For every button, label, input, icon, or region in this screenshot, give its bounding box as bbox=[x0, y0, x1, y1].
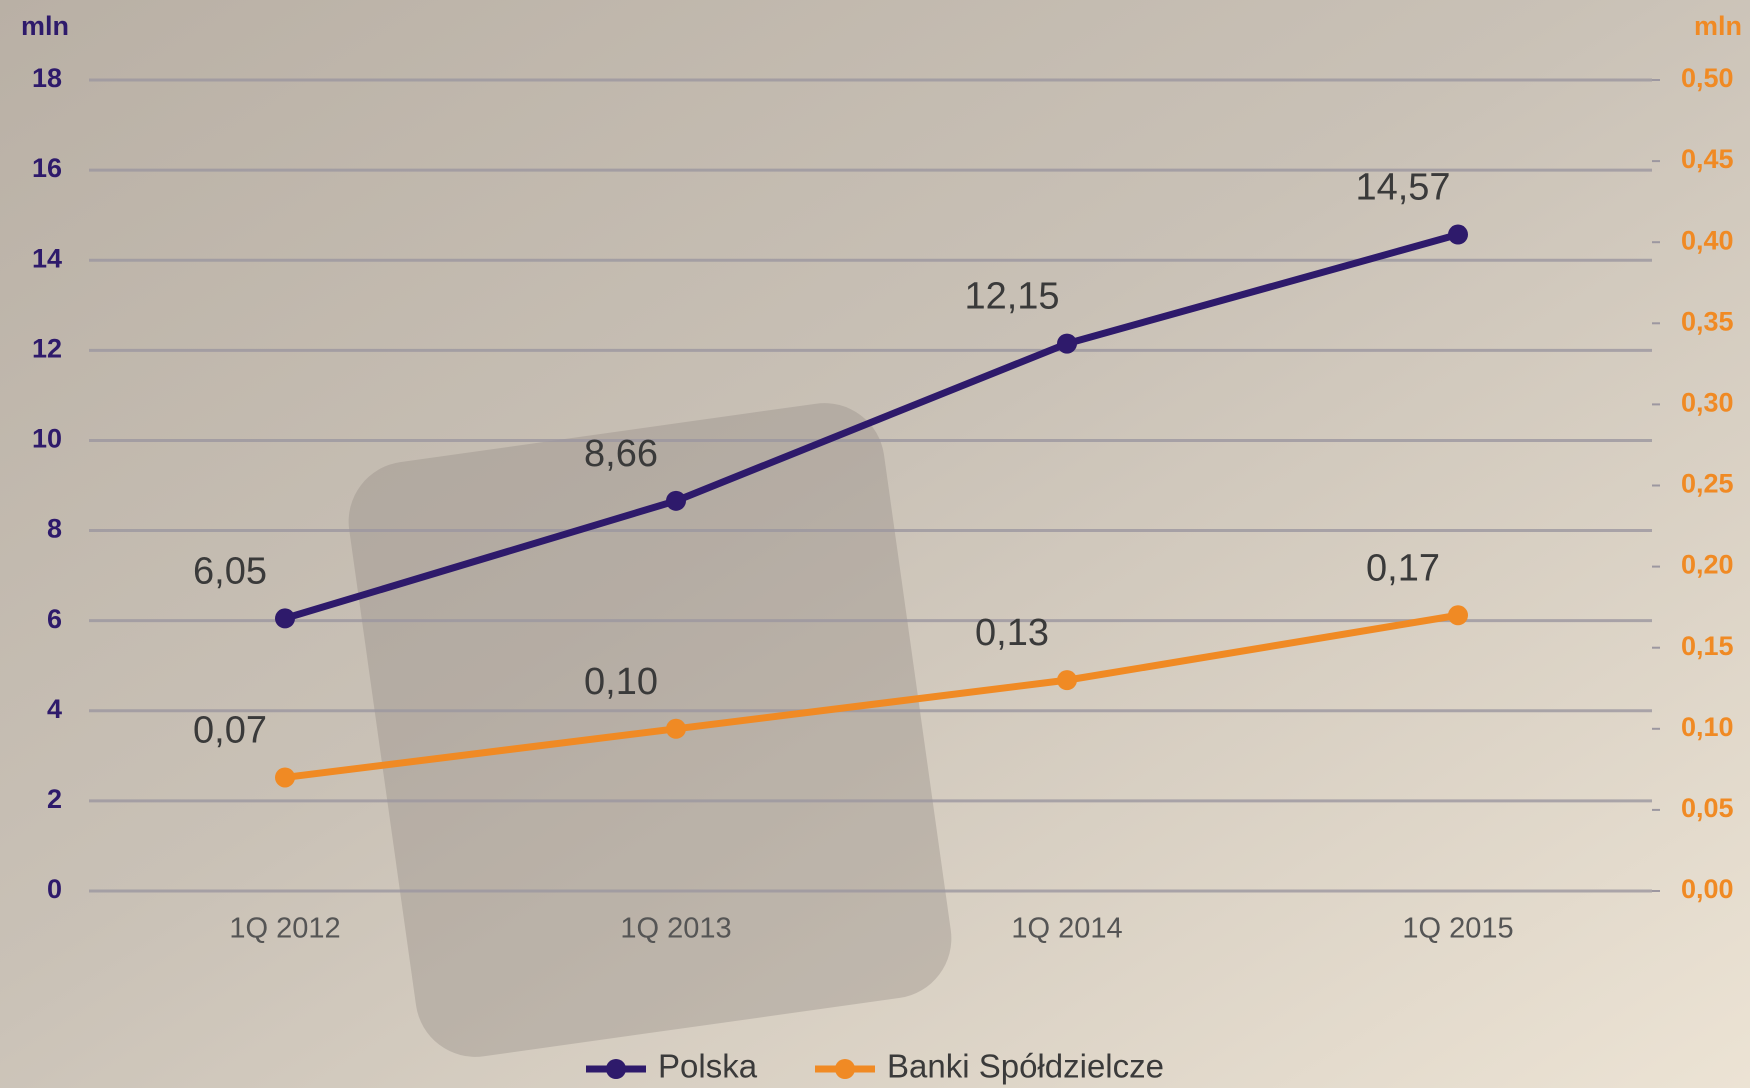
data-label: 0,10 bbox=[584, 661, 658, 703]
x-tick-label: 1Q 2014 bbox=[1011, 913, 1122, 945]
y2-tick-label: 0,50 bbox=[1681, 63, 1734, 93]
data-point bbox=[275, 608, 295, 629]
y2-tick-label: 0,10 bbox=[1681, 712, 1734, 742]
y-tick-label: 12 bbox=[32, 333, 62, 363]
y-tick-label: 0 bbox=[47, 874, 62, 904]
x-tick-label: 1Q 2013 bbox=[620, 913, 731, 945]
y-tick-label: 8 bbox=[47, 514, 62, 544]
y2-tick-label: 0,45 bbox=[1681, 144, 1734, 174]
legend-swatch-dot bbox=[835, 1059, 855, 1079]
x-tick-label: 1Q 2015 bbox=[1402, 913, 1513, 945]
y2-tick-label: 0,30 bbox=[1681, 388, 1734, 418]
y2-tick-label: 0,05 bbox=[1681, 793, 1734, 823]
data-label: 0,17 bbox=[1366, 547, 1440, 589]
data-label: 14,57 bbox=[1355, 167, 1450, 209]
y2-tick-label: 0,20 bbox=[1681, 550, 1734, 580]
y2-tick-label: 0,15 bbox=[1681, 631, 1734, 661]
y-tick-label: 2 bbox=[47, 784, 62, 814]
data-label: 8,66 bbox=[584, 433, 658, 475]
y2-tick-label: 0,00 bbox=[1681, 874, 1734, 904]
y-tick-label: 18 bbox=[32, 63, 62, 93]
data-point bbox=[666, 718, 686, 739]
y-axis-title: mln bbox=[21, 11, 69, 41]
data-label: 6,05 bbox=[193, 550, 267, 592]
y-tick-label: 14 bbox=[32, 243, 62, 273]
data-label: 0,13 bbox=[975, 612, 1049, 654]
y-tick-label: 4 bbox=[47, 694, 62, 724]
y2-tick-label: 0,25 bbox=[1681, 469, 1734, 499]
data-label: 12,15 bbox=[964, 276, 1059, 318]
y2-tick-label: 0,35 bbox=[1681, 306, 1734, 336]
y-tick-label: 16 bbox=[32, 153, 62, 183]
y-tick-label: 6 bbox=[47, 604, 62, 634]
x-tick-label: 1Q 2012 bbox=[229, 913, 340, 945]
data-point bbox=[275, 767, 295, 788]
data-label: 0,07 bbox=[193, 709, 267, 751]
y-tick-label: 10 bbox=[32, 424, 62, 454]
data-point bbox=[1448, 605, 1468, 626]
data-point bbox=[666, 490, 686, 511]
series-line bbox=[283, 231, 1459, 622]
legend-label: Polska bbox=[658, 1048, 758, 1085]
series-line bbox=[284, 611, 1459, 781]
data-point bbox=[1448, 224, 1468, 245]
y2-tick-label: 0,40 bbox=[1681, 225, 1734, 255]
data-point bbox=[1057, 670, 1077, 691]
data-point bbox=[1057, 333, 1077, 354]
legend-swatch-dot bbox=[606, 1059, 626, 1079]
y2-axis-title: mln bbox=[1694, 11, 1742, 41]
legend-label: Banki Spółdzielcze bbox=[887, 1048, 1164, 1085]
